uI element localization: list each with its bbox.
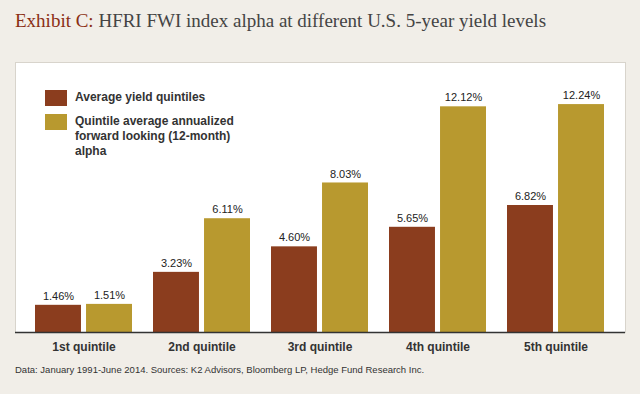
svg-text:6.82%: 6.82% bbox=[515, 190, 546, 202]
html-text:Quintile average annualized fo: Quintile average annualized forward look… bbox=[75, 114, 234, 158]
html-text:Average yield quintiles: Average yield quintiles bbox=[75, 90, 206, 104]
html-text:Exhibit C: HFRI FWI index alph: Exhibit C: HFRI FWI index alpha at diffe… bbox=[15, 10, 546, 31]
svg-text:2nd quintile: 2nd quintile bbox=[168, 340, 236, 354]
svg-text:5th quintile: 5th quintile bbox=[524, 340, 588, 354]
svg-text:1st quintile: 1st quintile bbox=[52, 340, 116, 354]
svg-text:3rd quintile: 3rd quintile bbox=[288, 340, 353, 354]
svg-text:12.12%: 12.12% bbox=[445, 91, 483, 103]
svg-text:4th quintile: 4th quintile bbox=[406, 340, 470, 354]
svg-text:1.51%: 1.51% bbox=[94, 289, 125, 301]
svg-text:12.24%: 12.24% bbox=[563, 89, 601, 101]
svg-text:4.60%: 4.60% bbox=[279, 231, 310, 243]
svg-text:8.03%: 8.03% bbox=[330, 167, 361, 179]
svg-text:1.46%: 1.46% bbox=[43, 290, 74, 302]
html-text:Data: January 1991-June 2014.: Data: January 1991-June 2014. Sources: K… bbox=[15, 364, 425, 375]
svg-text:5.65%: 5.65% bbox=[397, 212, 428, 224]
svg-text:3.23%: 3.23% bbox=[161, 257, 192, 269]
svg-text:6.11%: 6.11% bbox=[212, 203, 243, 215]
